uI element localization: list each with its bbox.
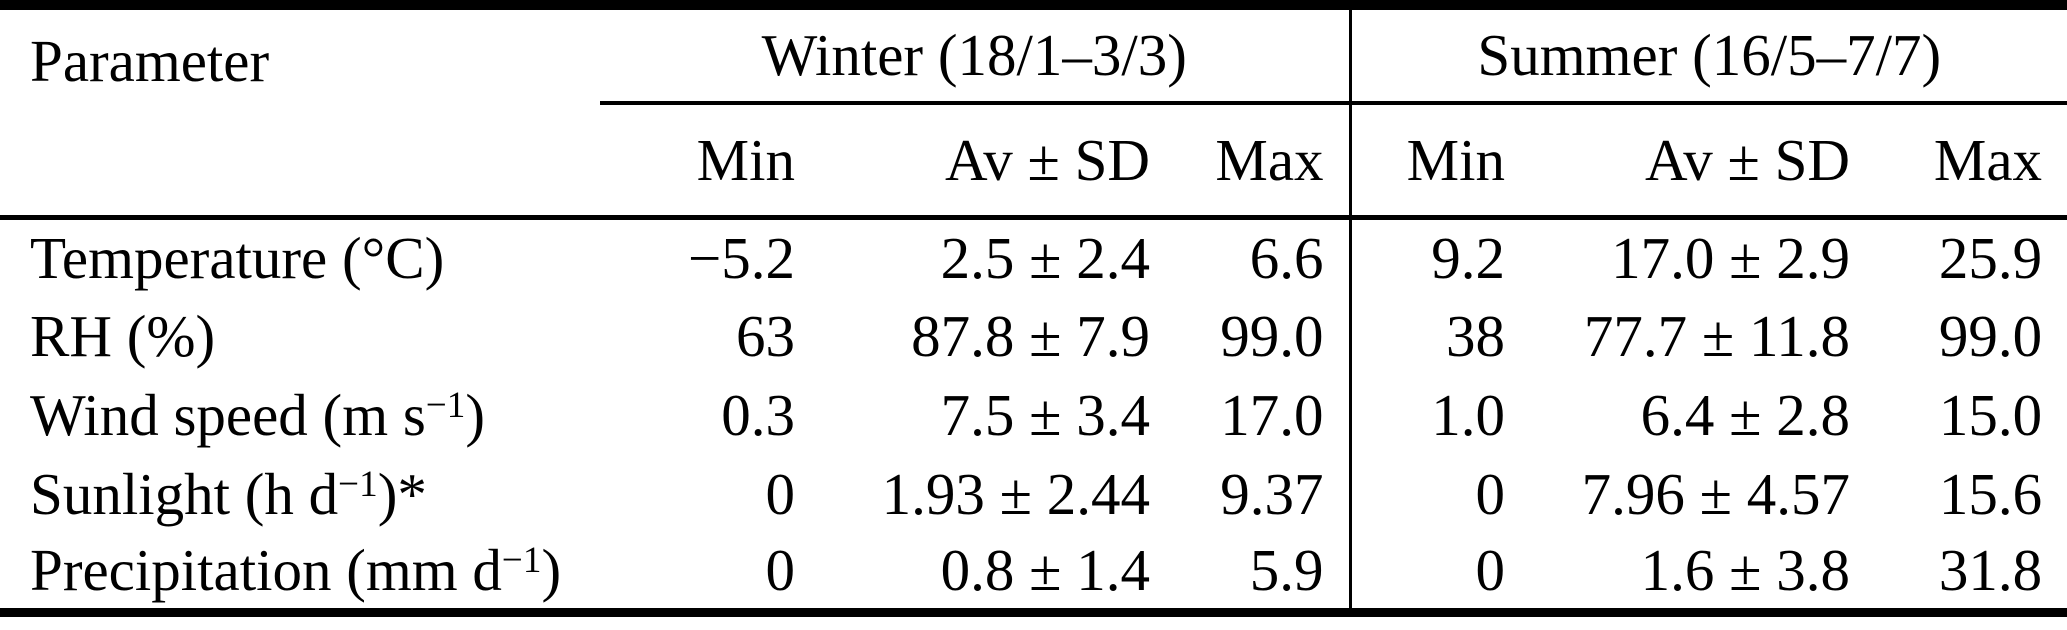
winter-avsd-cell: 2.5 ± 2.4 xyxy=(940,224,1150,291)
winter-avsd-cell: 87.8 ± 7.9 xyxy=(911,302,1150,369)
meteorology-table: Parameter Winter (18/1–3/3) Summer (16/5… xyxy=(0,0,2067,617)
winter-max-cell: 9.37 xyxy=(1220,460,1324,527)
summer-max-cell: 25.9 xyxy=(1938,224,2043,291)
summer-max-cell: 31.8 xyxy=(1938,537,2043,604)
winter-max-cell: 6.6 xyxy=(1249,224,1324,291)
label-text: ) xyxy=(465,381,486,448)
subheader-row: Min Av ± SD Max Min Av ± SD Max xyxy=(0,103,2067,220)
summer-avsd-cell: 17.0 ± 2.9 xyxy=(1611,224,1851,291)
winter-min-cell: 0 xyxy=(765,460,796,527)
label-text: Sunlight (h d xyxy=(30,460,339,527)
winter-min-header: Min xyxy=(600,103,795,220)
summer-avsd-cell: 77.7 ± 11.8 xyxy=(1583,302,1851,369)
summer-max-cell: 15.0 xyxy=(1938,381,2043,448)
winter-min-cell: 0 xyxy=(765,537,796,604)
parameter-cell: Wind speed (m s−1) xyxy=(0,376,600,455)
summer-avsd-cell: 7.96 ± 4.57 xyxy=(1581,460,1851,527)
table-row-rh: RH (%) 63 87.8 ± 7.9 99.0 38 77.7 ± 11.8… xyxy=(0,296,2067,376)
parameter-cell: Temperature (°C) xyxy=(0,218,600,297)
parameter-cell: Sunlight (h d−1)* xyxy=(0,455,600,534)
winter-avsd-cell: 1.93 ± 2.44 xyxy=(881,460,1150,527)
winter-max-cell: 5.9 xyxy=(1249,537,1324,604)
summer-avsd-cell: 1.6 ± 3.8 xyxy=(1640,537,1851,604)
table-row-precipitation: Precipitation (mm d−1) 0 0.8 ± 1.4 5.9 0… xyxy=(0,533,2067,613)
label-text: ) xyxy=(541,537,562,604)
label-text: )* xyxy=(377,460,427,527)
summer-min-cell: 9.2 xyxy=(1348,217,1506,297)
parameter-cell: Precipitation (mm d−1) xyxy=(0,534,600,613)
winter-min-cell: 63 xyxy=(736,302,795,369)
label-text: Wind speed (m s xyxy=(30,381,426,448)
winter-max-header: Max xyxy=(1150,103,1351,220)
winter-avsd-cell: 7.5 ± 3.4 xyxy=(940,381,1150,448)
winter-min-cell: 0.3 xyxy=(721,381,795,448)
parameter-column-header: Parameter xyxy=(0,5,600,220)
summer-min-cell: 38 xyxy=(1348,296,1506,376)
summer-min-header: Min xyxy=(1348,103,1506,220)
table-row-temperature: Temperature (°C) −5.2 2.5 ± 2.4 6.6 9.2 … xyxy=(0,217,2067,297)
summer-max-cell: 15.6 xyxy=(1938,460,2043,527)
summer-max-cell: 99.0 xyxy=(1938,302,2043,369)
parameter-cell: RH (%) xyxy=(0,297,600,376)
winter-avsd-header: Av ± SD xyxy=(795,103,1150,220)
summer-min-cell: 1.0 xyxy=(1348,375,1506,455)
summer-avsd-header: Av ± SD xyxy=(1505,103,1851,220)
winter-max-cell: 17.0 xyxy=(1220,381,1324,448)
superscript-exponent: −1 xyxy=(501,540,542,582)
winter-avsd-cell: 0.8 ± 1.4 xyxy=(940,537,1150,604)
winter-max-cell: 99.0 xyxy=(1220,302,1324,369)
table-row-sunlight: Sunlight (h d−1)* 0 1.93 ± 2.44 9.37 0 7… xyxy=(0,454,2067,534)
winter-min-cell: −5.2 xyxy=(687,224,795,291)
label-text: RH (%) xyxy=(30,302,216,369)
superscript-exponent: −1 xyxy=(425,384,466,426)
summer-avsd-cell: 6.4 ± 2.8 xyxy=(1640,381,1851,448)
label-text: Temperature (°C) xyxy=(30,224,445,291)
superscript-exponent: −1 xyxy=(338,463,378,505)
winter-group-header: Winter (18/1–3/3) xyxy=(600,5,1351,105)
summer-max-header: Max xyxy=(1850,103,2067,220)
table-row-wind-speed: Wind speed (m s−1) 0.3 7.5 ± 3.4 17.0 1.… xyxy=(0,375,2067,455)
summer-min-cell: 0 xyxy=(1348,454,1506,534)
group-header-row: Parameter Winter (18/1–3/3) Summer (16/5… xyxy=(0,5,2067,220)
summer-min-cell: 0 xyxy=(1348,533,1506,613)
label-text: Precipitation (mm d xyxy=(30,537,502,604)
summer-group-header: Summer (16/5–7/7) xyxy=(1348,5,2067,105)
